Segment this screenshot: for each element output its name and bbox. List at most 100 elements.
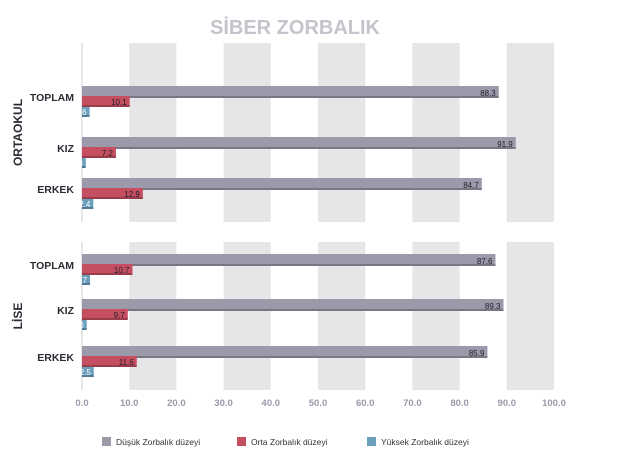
- legend-swatch: [367, 437, 376, 446]
- legend-swatch: [237, 437, 246, 446]
- bar-shadow: [82, 264, 496, 266]
- legend-item: Düşük Zorbalık düzeyi: [102, 437, 200, 447]
- bar: [82, 299, 504, 311]
- bar-shadow: [82, 147, 516, 149]
- legend-label: Yüksek Zorbalık düzeyi: [381, 437, 469, 447]
- bar: [82, 254, 496, 266]
- grid-band: [318, 242, 366, 390]
- legend-label: Orta Zorbalık düzeyi: [251, 437, 328, 447]
- grid-band: [412, 242, 460, 390]
- data-label: 87.6: [477, 257, 493, 266]
- chart-title: SİBER ZORBALIK: [210, 16, 381, 39]
- group-1: ORTAOKUL TOPLAM 88.3 10.1 1.6 KIZ 91.9 7.2 0.8 ER…: [11, 86, 516, 209]
- bar-shadow: [82, 283, 91, 285]
- grid-band: [506, 43, 554, 222]
- bar: [82, 275, 91, 285]
- category-label: ERKEK: [37, 184, 74, 196]
- x-tick-label: 100.0: [542, 398, 566, 409]
- grid-band: [506, 242, 554, 390]
- data-label: 7.2: [102, 149, 114, 158]
- bar-shadow: [82, 96, 499, 98]
- bar-shadow: [82, 328, 87, 330]
- category-label: ERKEK: [37, 352, 74, 364]
- bar: [82, 107, 90, 117]
- data-label: 10.7: [114, 266, 130, 275]
- bar: [82, 86, 499, 98]
- bar-shadow: [82, 197, 143, 199]
- bar: [82, 158, 86, 168]
- grid-bands: [81, 43, 554, 390]
- x-tick-label: 50.0: [309, 398, 328, 409]
- data-label: 2.4: [79, 200, 91, 209]
- bar-shadow: [82, 365, 137, 367]
- data-label: 1.0: [73, 321, 85, 330]
- category-2-3: ERKEK 85.9 11.6 2.5: [37, 346, 488, 377]
- group-2: LİSE TOPLAM 87.6 10.7 1.7 KIZ 89.3 9.7 1.0 ERKEK 8…: [10, 254, 504, 377]
- bar: [82, 346, 488, 358]
- x-tick-label: 0.0: [75, 398, 88, 409]
- data-label: 2.5: [80, 368, 92, 377]
- category-1-3: ERKEK 84.7 12.9 2.4: [37, 178, 482, 209]
- x-tick-label: 20.0: [167, 398, 186, 409]
- bar-shadow: [82, 207, 94, 209]
- grid-band: [223, 242, 271, 390]
- x-tick-label: 40.0: [262, 398, 281, 409]
- bar: [82, 147, 116, 158]
- x-axis: 0.0 10.0 20.0 30.0 40.0 50.0 60.0 70.0 80.0 90.0 1…: [75, 398, 566, 409]
- bar-shadow: [82, 309, 504, 311]
- data-label: 84.7: [463, 181, 479, 190]
- data-label: 88.3: [480, 89, 496, 98]
- bar-shadow: [82, 375, 94, 377]
- bar-shadow: [82, 156, 116, 158]
- category-1-2: KIZ 91.9 7.2 0.8: [57, 137, 516, 168]
- data-label: 9.7: [114, 311, 126, 320]
- category-label: KIZ: [57, 143, 75, 155]
- data-label: 1.6: [75, 108, 87, 117]
- bar: [82, 264, 133, 275]
- bar-shadow: [82, 105, 130, 107]
- bar: [82, 367, 94, 377]
- bar: [82, 356, 137, 367]
- x-tick-label: 30.0: [214, 398, 233, 409]
- bar: [82, 96, 130, 107]
- legend-swatch: [102, 437, 111, 446]
- grid-band: [318, 43, 366, 222]
- data-label: 1.7: [76, 276, 88, 285]
- category-label: KIZ: [57, 305, 75, 317]
- category-2-2: KIZ 89.3 9.7 1.0: [57, 299, 504, 330]
- x-tick-label: 90.0: [498, 398, 517, 409]
- category-2-1: TOPLAM 87.6 10.7 1.7: [30, 254, 496, 285]
- bar-shadow: [82, 273, 133, 275]
- legend-item: Orta Zorbalık düzeyi: [237, 437, 328, 447]
- category-1-1: TOPLAM 88.3 10.1 1.6: [30, 86, 499, 117]
- chart-groups: ORTAOKUL TOPLAM 88.3 10.1 1.6 KIZ 91.9 7.2 0.8 ER…: [10, 86, 516, 377]
- x-tick-label: 80.0: [450, 398, 469, 409]
- data-label: 12.9: [124, 190, 140, 199]
- x-tick-label: 10.0: [120, 398, 139, 409]
- category-label: TOPLAM: [30, 92, 74, 104]
- x-tick-label: 60.0: [356, 398, 375, 409]
- bar-shadow: [82, 318, 128, 320]
- bar-shadow: [82, 188, 482, 190]
- grid-band: [412, 43, 460, 222]
- legend-label: Düşük Zorbalık düzeyi: [116, 437, 200, 447]
- bar: [82, 320, 87, 330]
- legend-item: Yüksek Zorbalık düzeyi: [367, 437, 469, 447]
- group-label: LİSE: [10, 303, 25, 330]
- x-tick-label: 70.0: [403, 398, 422, 409]
- bar: [82, 178, 482, 190]
- bar-shadow: [82, 115, 90, 117]
- bar-shadow: [82, 356, 488, 358]
- bar: [82, 199, 94, 209]
- grid-band: [129, 242, 177, 390]
- legend: Düşük Zorbalık düzeyi Orta Zorbalık düzey…: [102, 437, 469, 447]
- bar: [82, 137, 516, 149]
- data-label: 0.8: [72, 159, 84, 168]
- category-label: TOPLAM: [30, 260, 74, 272]
- bar: [82, 188, 143, 199]
- data-label: 11.6: [119, 358, 135, 367]
- group-label: ORTAOKUL: [11, 99, 25, 166]
- bar: [82, 309, 128, 320]
- data-label: 89.3: [485, 302, 501, 311]
